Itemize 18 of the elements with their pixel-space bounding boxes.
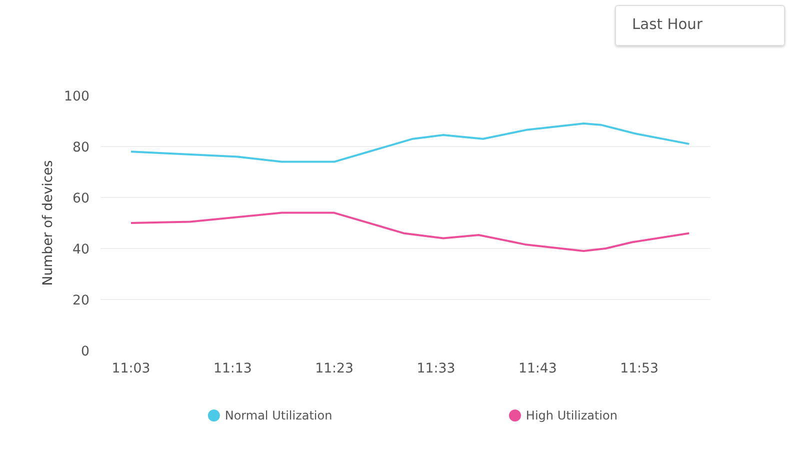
x-tick-label: 11:33 (416, 362, 456, 376)
x-tick-label: 11:43 (518, 362, 557, 376)
y-tick-label: 80 (72, 140, 90, 156)
x-tick-label: 11:53 (620, 362, 659, 376)
x-tick-label: 11:23 (315, 362, 354, 376)
line-series (130, 212, 690, 252)
line-series (130, 122, 690, 163)
x-tick-label: 11:13 (213, 362, 252, 376)
legend-label: Normal Utilization (224, 408, 332, 422)
text: Last Hour (615, 5, 785, 46)
y-axis-title: Number of devices (41, 160, 56, 286)
x-tick-label: 11:03 (112, 362, 150, 376)
y-tick-label: 20 (72, 294, 90, 308)
y-tick-label: 0 (81, 344, 90, 360)
y-tick-label: 40 (72, 242, 90, 258)
legend-label: High Utilization (526, 408, 618, 422)
y-tick-label: 100 (64, 90, 90, 104)
y-tick-label: 60 (72, 192, 90, 206)
